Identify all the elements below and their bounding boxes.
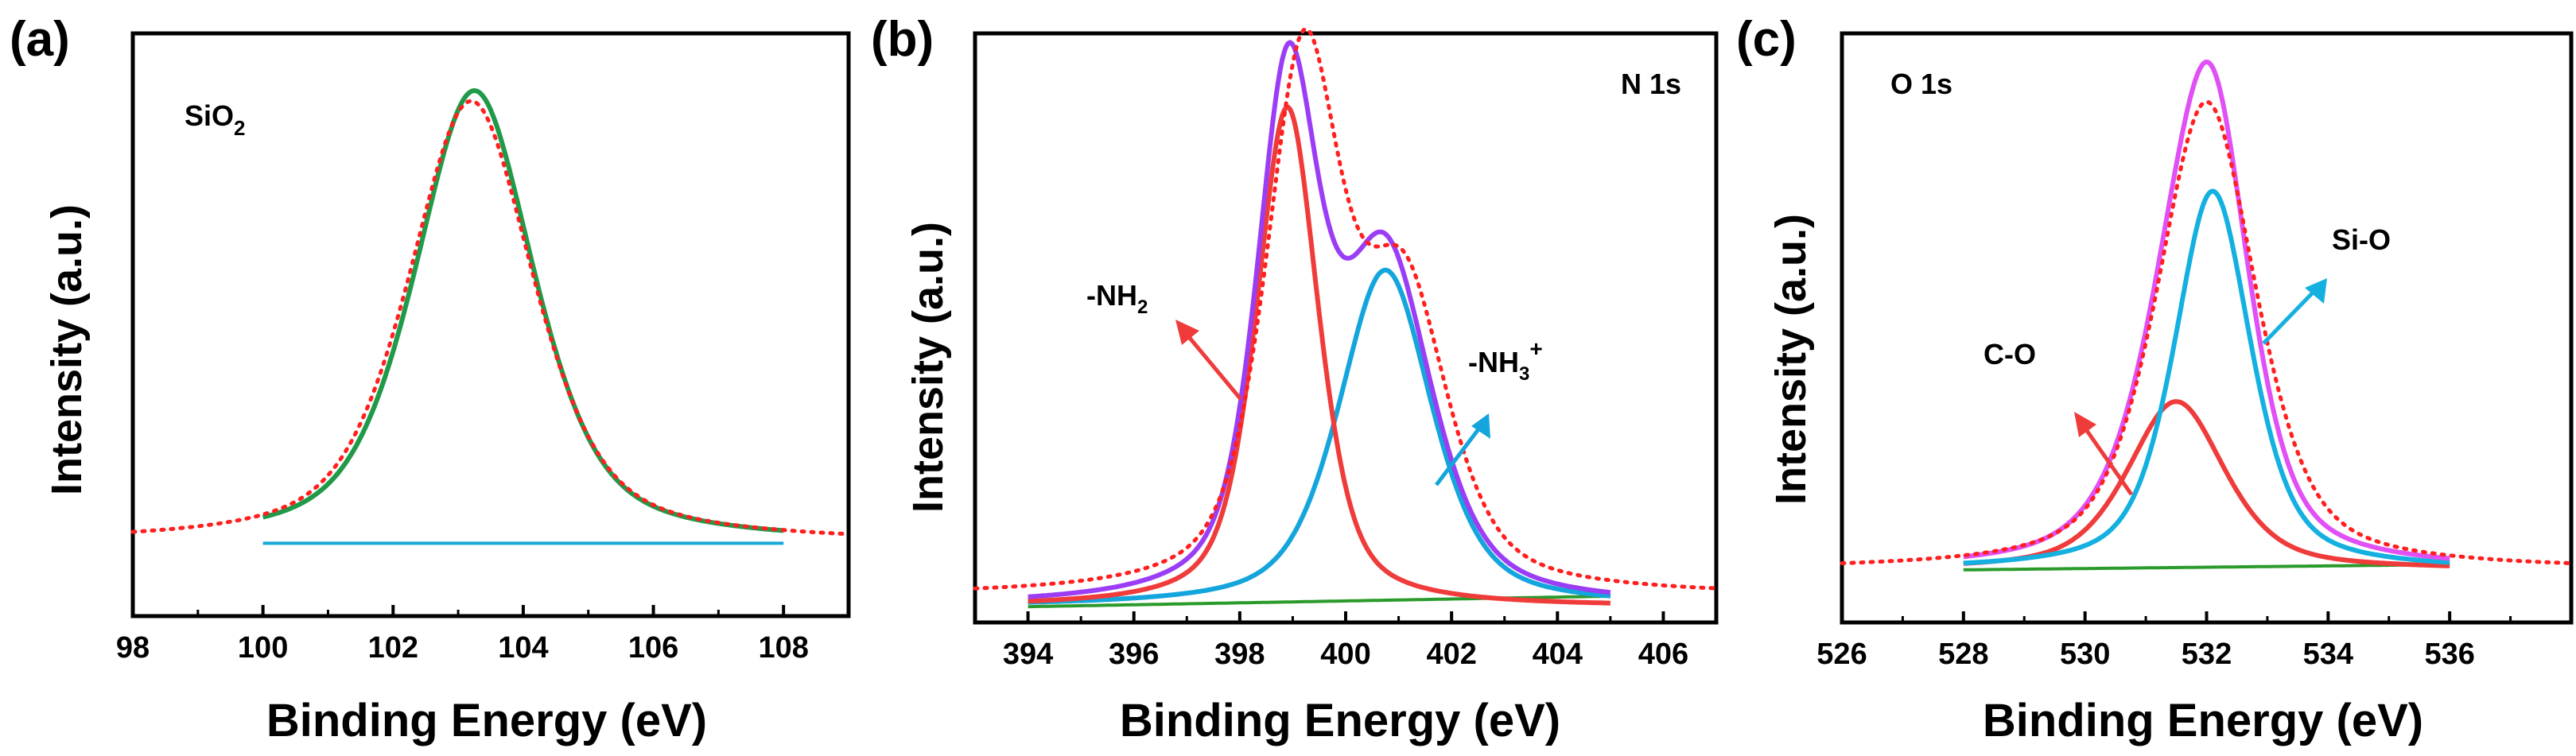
x-tick-label: 394 [1003, 638, 1053, 671]
panel-a-frame [130, 31, 851, 618]
co-arrow-head [2074, 412, 2096, 437]
series-raw-line [130, 99, 851, 537]
sio-arrow-head [2305, 278, 2327, 304]
x-tick-label: 530 [2060, 638, 2110, 671]
panel-a-region-label: SiO2 [185, 99, 245, 140]
panel-b-frame [973, 31, 1719, 625]
x-tick-label: 102 [368, 631, 418, 665]
panel-b-curves [973, 26, 1719, 609]
series-si-o-line [1963, 188, 2450, 566]
panel-a-x-ticks: 98 100 102 104 106 108 [116, 605, 809, 665]
panel-c: (c) Intensity (a.u.) 526 528 530 532 534 536 … [1736, 12, 2574, 746]
nh2-label: -NH2 [1086, 279, 1148, 318]
panel-c-annotation-sio: Si-O [2262, 223, 2391, 345]
series-raw-line [973, 26, 1719, 591]
x-tick-label: 400 [1320, 638, 1370, 671]
panel-c-ylabel: Intensity (a.u.) [1767, 214, 1815, 505]
series-c-o-line [1963, 399, 2450, 568]
panel-a-label: (a) [10, 12, 70, 67]
series-background-line [1963, 563, 2450, 572]
x-tick-label: 106 [628, 631, 678, 665]
sio-arrow [2262, 288, 2318, 345]
panel-a-ylabel: Intensity (a.u.) [43, 204, 91, 495]
x-tick-label: 108 [758, 631, 808, 665]
x-tick-label: 532 [2182, 638, 2232, 671]
panel-b-region-label: N 1s [1621, 68, 1681, 100]
panel-b-ylabel: Intensity (a.u.) [904, 222, 952, 513]
panel-b-annotation-nh2: -NH2 [1086, 279, 1242, 401]
panel-c-frame [1840, 31, 2574, 625]
series--nh2-line [1028, 104, 1611, 606]
panel-c-annotation-co: C-O [1983, 338, 2134, 496]
panel-a-curves [130, 87, 851, 545]
series-raw-line [1840, 99, 2574, 565]
x-tick-label: 402 [1426, 638, 1476, 671]
panel-b-label: (b) [871, 12, 934, 67]
co-label: C-O [1983, 338, 2036, 370]
x-tick-label: 104 [498, 631, 548, 665]
panel-c-region-label: O 1s [1890, 68, 1952, 100]
nh3-arrow [1435, 425, 1482, 487]
series-envelope-line [1963, 59, 2450, 561]
x-tick-label: 528 [1938, 638, 1988, 671]
series--nh3--line [1028, 267, 1611, 605]
panel-c-curves [1840, 59, 2574, 572]
panel-a: (a) Intensity (a.u.) 98 100 102 104 106 108 B… [10, 12, 851, 746]
panel-b-annotation-nh3: -NH3+ [1435, 336, 1543, 487]
x-tick-label: 398 [1214, 638, 1265, 671]
x-tick-label: 100 [238, 631, 288, 665]
panel-b: (b) Intensity (a.u.) 394 396 398 400 402 404 4… [871, 12, 1719, 746]
panel-a-xlabel: Binding Energy (eV) [266, 695, 707, 746]
panel-b-xlabel: Binding Energy (eV) [1120, 695, 1560, 746]
nh3-arrow-head [1471, 413, 1490, 439]
x-tick-label: 406 [1638, 638, 1688, 671]
x-tick-label: 534 [2303, 638, 2353, 671]
panel-c-xlabel: Binding Energy (eV) [1983, 695, 2423, 746]
panel-c-x-ticks: 526 528 530 532 534 536 [1816, 611, 2512, 671]
panel-c-label: (c) [1736, 12, 1797, 67]
series-envelope-line [1028, 39, 1611, 599]
nh3-label: -NH3+ [1468, 336, 1543, 385]
nh2-arrow-head [1175, 320, 1199, 345]
x-tick-label: 404 [1533, 638, 1583, 671]
panel-b-x-ticks: 394 396 398 400 402 404 406 [1003, 611, 1688, 671]
co-arrow [2081, 425, 2134, 496]
x-tick-label: 98 [116, 631, 150, 665]
x-tick-label: 526 [1816, 638, 1867, 671]
series-fit-line [262, 87, 784, 533]
x-tick-label: 536 [2424, 638, 2474, 671]
nh2-arrow [1183, 331, 1242, 401]
sio-label: Si-O [2332, 223, 2391, 256]
x-tick-label: 396 [1109, 638, 1159, 671]
